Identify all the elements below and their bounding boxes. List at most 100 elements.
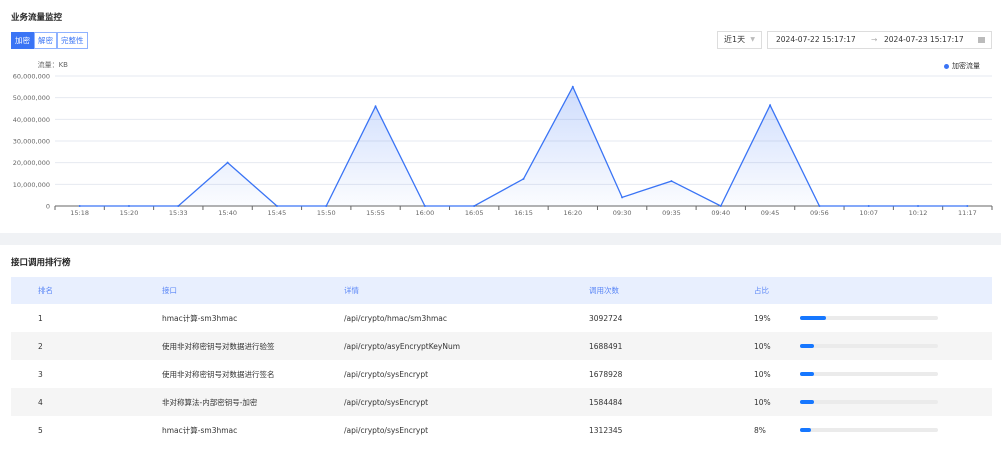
data-point [423,205,426,207]
data-point [966,205,969,207]
percent-bar [800,400,938,404]
date-end[interactable]: 2024-07-23 15:17:17 [884,35,964,44]
percent-cell: 19% [754,313,771,323]
legend-dot-icon [944,63,949,69]
percent-bar-fill [800,428,812,432]
x-tick-label: 10:12 [909,209,928,217]
data-point [78,205,81,207]
count-cell: 1678928 [589,369,623,379]
x-tick-label: 09:56 [810,209,829,217]
table-row[interactable]: 1 hmac计算-sm3hmac/api/crypto/hmac/sm3hmac 3… [11,304,992,332]
calendar-icon[interactable] [978,37,985,43]
data-point [867,205,870,207]
traffic-chart: 流量：KB 0 10,000,000 20,000,000 30,000,000 40,… [13,60,993,217]
data-point [177,205,180,207]
count-cell: 1584484 [589,388,754,416]
detail-cell: /api/crypto/sysEncrypt [344,388,589,416]
table-row[interactable]: 3 使用非对称密钥号对数据进行签名/api/crypto/sysEncrypt 16… [11,360,992,388]
data-point [917,205,920,207]
date-start[interactable]: 2024-07-22 15:17:17 [776,35,856,44]
percent-bar-fill [800,316,827,320]
period-select[interactable]: 近1天 ▼ [717,31,762,49]
data-point [769,104,772,107]
detail-cell: /api/crypto/asyEncryptKeyNum [344,332,589,360]
x-tick-label: 15:45 [268,209,287,217]
percent-bar-fill [800,400,814,404]
legend-label: 加密流量 [952,62,980,70]
api-cell: 非对称算法-内部密钥号-加密 [162,388,344,416]
detail-cell: /api/crypto/sysEncrypt [344,369,429,379]
x-tick-label: 16:00 [416,209,435,217]
y-tick-label: 0 [46,203,50,211]
rank-cell: 2 [11,332,162,360]
x-tick-label: 15:50 [317,209,336,217]
api-cell: hmac计算-sm3hmac [162,425,238,435]
table-row[interactable]: 5 hmac计算-sm3hmac/api/crypto/sysEncrypt 131… [11,416,992,444]
percent-cell: 10% [754,369,771,379]
x-tick-label: 09:40 [711,209,730,217]
traffic-monitor-card: 业务流量监控 加密 解密 完整性 近1天 ▼ 2024-07-22 15:17:1… [0,0,1001,233]
table-row[interactable]: 2 使用非对称密钥号对数据进行验签/api/crypto/asyEncryptKe… [11,332,992,360]
api-cell: hmac计算-sm3hmac [162,313,238,323]
date-separator: → [871,35,878,44]
y-tick-label: 50,000,000 [13,94,50,102]
monitor-title: 业务流量监控 [11,13,63,23]
chevron-down-icon: ▼ [750,36,755,43]
percent-cell: 8% [754,425,766,435]
date-range-picker[interactable]: 2024-07-22 15:17:17 → 2024-07-23 15:17:1… [767,31,992,49]
data-point [670,180,673,183]
rank-cell: 4 [11,388,162,416]
data-point [127,205,130,207]
x-tick-label: 10:07 [859,209,878,217]
rank-cell: 1 [38,313,43,323]
percent-bar [800,428,938,432]
col-api: 接口 [162,277,344,304]
rank-cell: 3 [38,369,43,379]
y-tick-label: 10,000,000 [13,181,50,189]
percent-bar-fill [800,372,814,376]
tab-integrity[interactable]: 完整性 [57,32,88,49]
percent-cell: 10% [754,332,800,360]
x-tick-label: 16:15 [514,209,533,217]
percent-bar-fill [800,344,814,348]
tab-encrypt[interactable]: 加密 [11,32,34,49]
percent-bar-cell [800,332,992,360]
api-cell: 使用非对称密钥号对数据进行验签 [162,332,344,360]
data-point [818,205,821,207]
rank-cell: 5 [38,425,43,435]
y-tick-label: 40,000,000 [13,116,50,124]
percent-bar-cell [800,416,992,444]
x-tick-label: 16:20 [563,209,582,217]
chart-legend[interactable]: 加密流量 [944,61,980,71]
y-tick-label: 60,000,000 [13,73,50,81]
data-point [719,205,722,207]
tab-decrypt[interactable]: 解密 [34,32,57,49]
data-point [226,161,229,164]
series-area [79,86,968,206]
table-row[interactable]: 4 非对称算法-内部密钥号-加密/api/crypto/sysEncrypt 158… [11,388,992,416]
data-point [275,205,278,207]
percent-bar-cell [800,360,992,388]
y-axis-label: 流量：KB [38,60,69,69]
percent-bar [800,316,938,320]
count-cell: 1312345 [589,425,623,435]
detail-cell: /api/crypto/hmac/sm3hmac [344,313,448,323]
percent-bar-cell [800,388,992,416]
detail-cell: /api/crypto/sysEncrypt [344,425,429,435]
table-header: 排名 接口 详情 调用次数 占比 [11,277,992,304]
count-cell: 1688491 [589,332,754,360]
period-value: 近1天 [724,35,746,44]
data-point [473,205,476,207]
percent-bar [800,344,938,348]
count-cell: 3092724 [589,313,623,323]
data-point [621,196,624,199]
percent-bar-cell [800,304,992,332]
x-tick-label: 11:17 [958,209,977,217]
data-point [325,205,328,207]
x-tick-label: 15:33 [169,209,188,217]
y-tick-label: 20,000,000 [13,159,50,167]
col-bar [800,277,992,304]
percent-bar [800,372,938,376]
ranking-table: 排名 接口 详情 调用次数 占比 1 hmac计算-sm3hmac/api/cry… [11,277,992,444]
x-tick-label: 09:35 [662,209,681,217]
